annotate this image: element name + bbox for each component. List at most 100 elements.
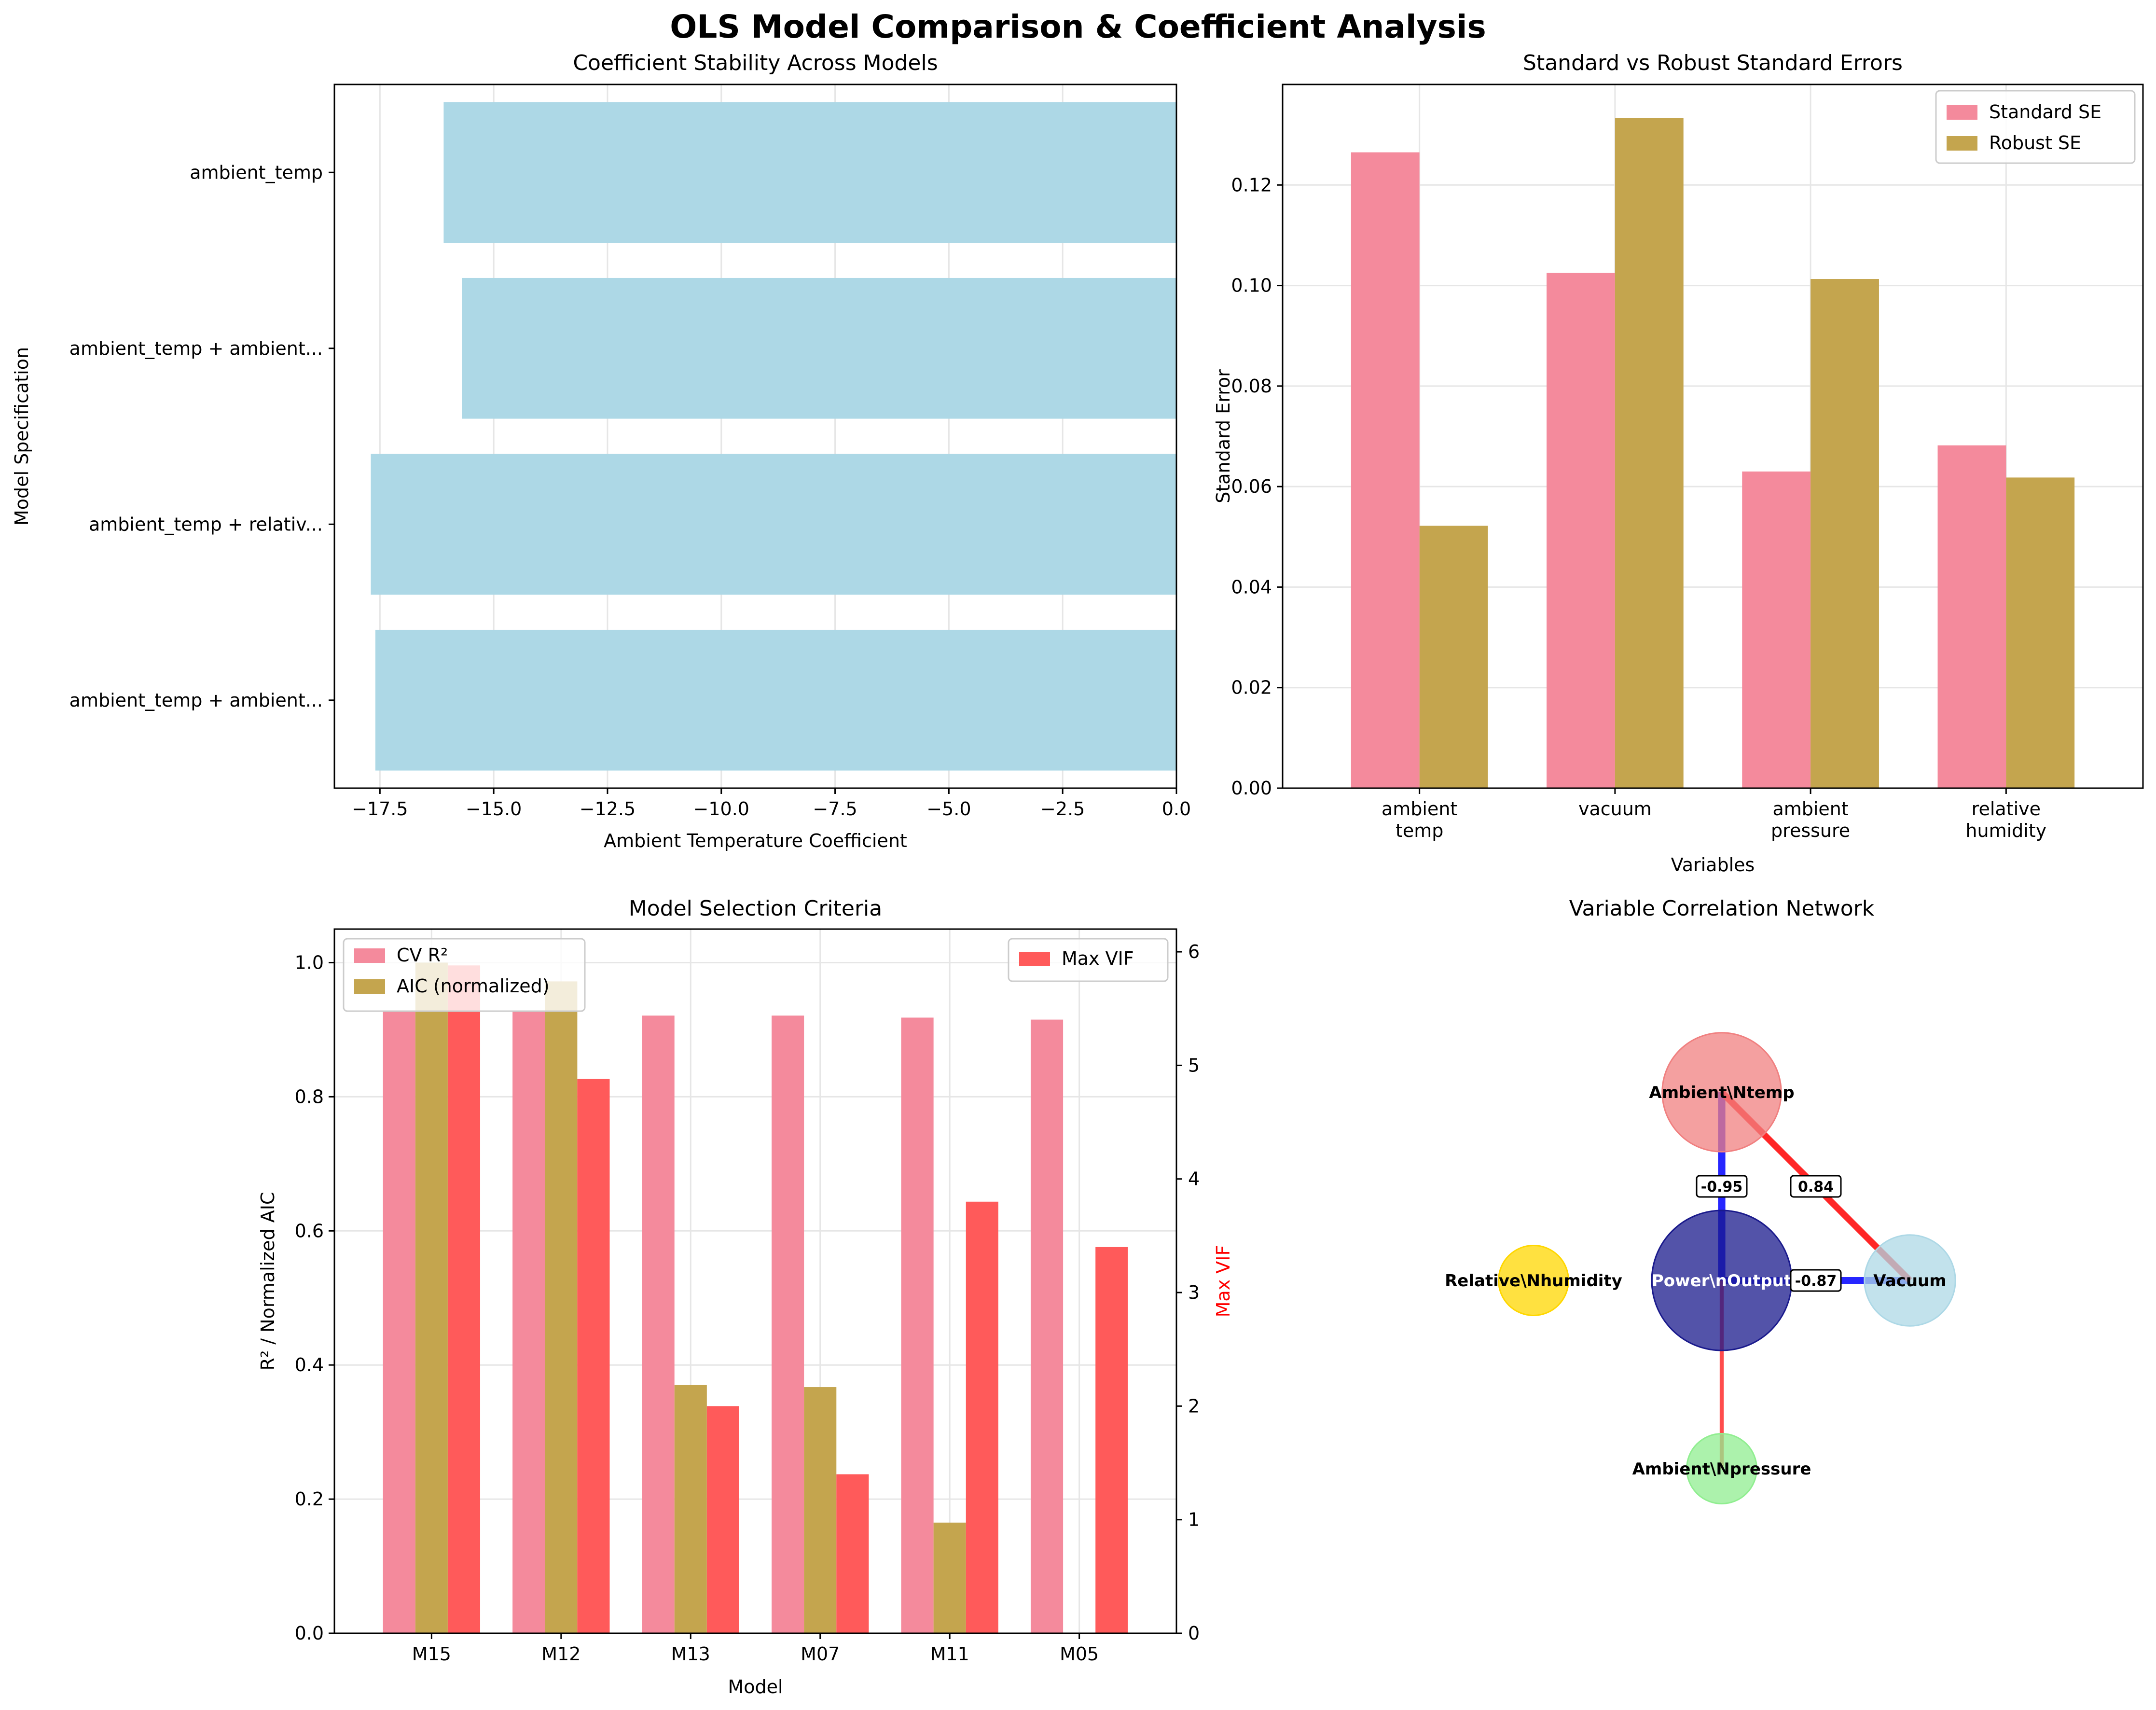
x-axis-label: Ambient Temperature Coefficient (604, 830, 907, 851)
node-label: Power\nOutput (1652, 1271, 1792, 1291)
node-label: Ambient\Npressure (1632, 1460, 1811, 1479)
legend-swatch (354, 979, 385, 994)
standard-se-bar (1351, 152, 1420, 788)
standard-se-bar (1547, 273, 1615, 789)
y-axis-label: Standard Error (1213, 369, 1234, 503)
max-vif-bar (447, 965, 481, 1633)
x-tick-label: −7.5 (813, 798, 857, 820)
x-tick-label: vacuum (1578, 798, 1652, 820)
cv-r2-bar (383, 1011, 415, 1633)
edge-label: 0.84 (1790, 1175, 1842, 1198)
x-tick-label: M05 (1060, 1643, 1099, 1665)
standard-se-bar (1742, 471, 1811, 788)
panel-title: Model Selection Criteria (629, 896, 883, 921)
robust-se-bar (1810, 279, 1879, 788)
cv-r2-bar (1030, 1019, 1064, 1633)
max-vif-bar (577, 1079, 610, 1633)
legend-left: CV R² AIC (normalized) (343, 938, 586, 1012)
y-tick-label: 0.4 (295, 1354, 324, 1376)
x-tick-label: relative humidity (1965, 798, 2046, 841)
x-axis-label: Variables (1671, 854, 1755, 876)
network-node (1864, 1234, 1956, 1327)
x-tick-label: M11 (930, 1643, 969, 1665)
legend-box (343, 938, 586, 1012)
edge-label-box (1790, 1269, 1842, 1292)
edge-label-box (1696, 1175, 1748, 1198)
panel-title: Variable Correlation Network (1569, 896, 1875, 921)
y-tick-label: 0.0 (295, 1623, 324, 1644)
x-tick-label: −15.0 (466, 798, 522, 820)
robust-se-bar (2006, 477, 2075, 788)
legend-swatch (1947, 105, 1977, 120)
right-y-tick-label: 5 (1188, 1055, 1200, 1076)
legend: Standard SE Robust SE (1935, 90, 2136, 164)
x-tick-label: −12.5 (580, 798, 636, 820)
node-label: Vacuum (1873, 1271, 1946, 1291)
cv-r2-bar (901, 1017, 934, 1633)
y-tick-label: 0.8 (295, 1086, 324, 1107)
legend-right: Max VIF (1008, 938, 1169, 982)
legend-label: AIC (normalized) (397, 975, 550, 997)
edge-label: -0.87 (1790, 1269, 1842, 1292)
y-tick-label: 0.00 (1231, 778, 1272, 799)
correlation-network-panel: Variable Correlation Network Power\nOutpu… (1445, 896, 1956, 1504)
robust-se-bar (1419, 526, 1488, 788)
right-y-axis-label: Max VIF (1213, 1245, 1234, 1318)
right-y-tick-label: 2 (1188, 1395, 1200, 1417)
aic-bar (545, 981, 578, 1633)
cv-r2-bar (772, 1015, 804, 1633)
legend-label: CV R² (397, 945, 448, 966)
max-vif-bar (966, 1201, 998, 1633)
x-tick-label: ambient temp (1382, 798, 1457, 841)
panel-title: Standard vs Robust Standard Errors (1523, 51, 1903, 75)
standard-errors-panel: ambient temp vacuum ambient pressure relative… (1213, 51, 2144, 876)
legend-label: Standard SE (1989, 101, 2101, 123)
y-tick-label: ambient_temp + ambient... (69, 338, 323, 359)
legend-label: Max VIF (1062, 948, 1134, 969)
max-vif-bar (836, 1474, 869, 1633)
y-tick-label: ambient_temp (190, 162, 323, 183)
right-y-tick-label: 4 (1188, 1168, 1200, 1190)
legend-box (1008, 938, 1169, 982)
x-tick-label: −17.5 (352, 798, 408, 820)
right-y-tick-label: 6 (1188, 941, 1200, 962)
y-tick-label: 0.06 (1231, 476, 1272, 497)
max-vif-bar (1095, 1247, 1128, 1633)
y-tick-label: 1.0 (295, 952, 324, 973)
network-node (1686, 1433, 1757, 1504)
right-y-tick-label: 0 (1188, 1623, 1200, 1644)
y-axis-label: Model Specification (11, 347, 32, 526)
network-node (1661, 1032, 1782, 1153)
y-tick-label: 0.6 (295, 1220, 324, 1241)
node-label: Relative\Nhumidity (1445, 1271, 1622, 1291)
node-label: Ambient\Ntemp (1649, 1083, 1794, 1102)
edge-label-text: 0.84 (1798, 1179, 1834, 1196)
aic-bar (674, 1385, 707, 1633)
edge-label-text: -0.95 (1701, 1179, 1742, 1196)
legend-swatch (1019, 952, 1050, 966)
edge-label: -0.95 (1696, 1175, 1748, 1198)
y-axis-label: R² / Normalized AIC (257, 1192, 278, 1371)
right-y-tick-label: 3 (1188, 1282, 1200, 1303)
x-tick-label: M12 (541, 1643, 580, 1665)
y-tick-label: 0.08 (1231, 375, 1272, 397)
x-tick-label: −5.0 (926, 798, 971, 820)
robust-se-bar (1615, 118, 1684, 788)
legend-swatch (354, 948, 385, 963)
x-tick-label: ambient pressure (1771, 798, 1850, 841)
edge-label-text: -0.87 (1795, 1273, 1837, 1290)
stability-bar (371, 454, 1176, 595)
legend-swatch (1947, 136, 1977, 151)
y-tick-label: ambient_temp + relativ... (89, 514, 323, 535)
model-selection-panel: M15 M12 M13 M07 M11 M05 0.0 0.2 0.4 0.6 0.8 1.0 0 1 2 3… (257, 896, 1234, 1697)
figure-title: OLS Model Comparison & Coefficient Analy… (670, 8, 1486, 45)
standard-se-bar (1937, 445, 2006, 788)
axes-frame (333, 83, 1177, 789)
x-tick-label: 0.0 (1162, 798, 1191, 820)
aic-bar (804, 1387, 837, 1633)
x-tick-label: −2.5 (1040, 798, 1085, 820)
x-tick-label: −10.0 (693, 798, 749, 820)
stability-bar (375, 629, 1177, 771)
